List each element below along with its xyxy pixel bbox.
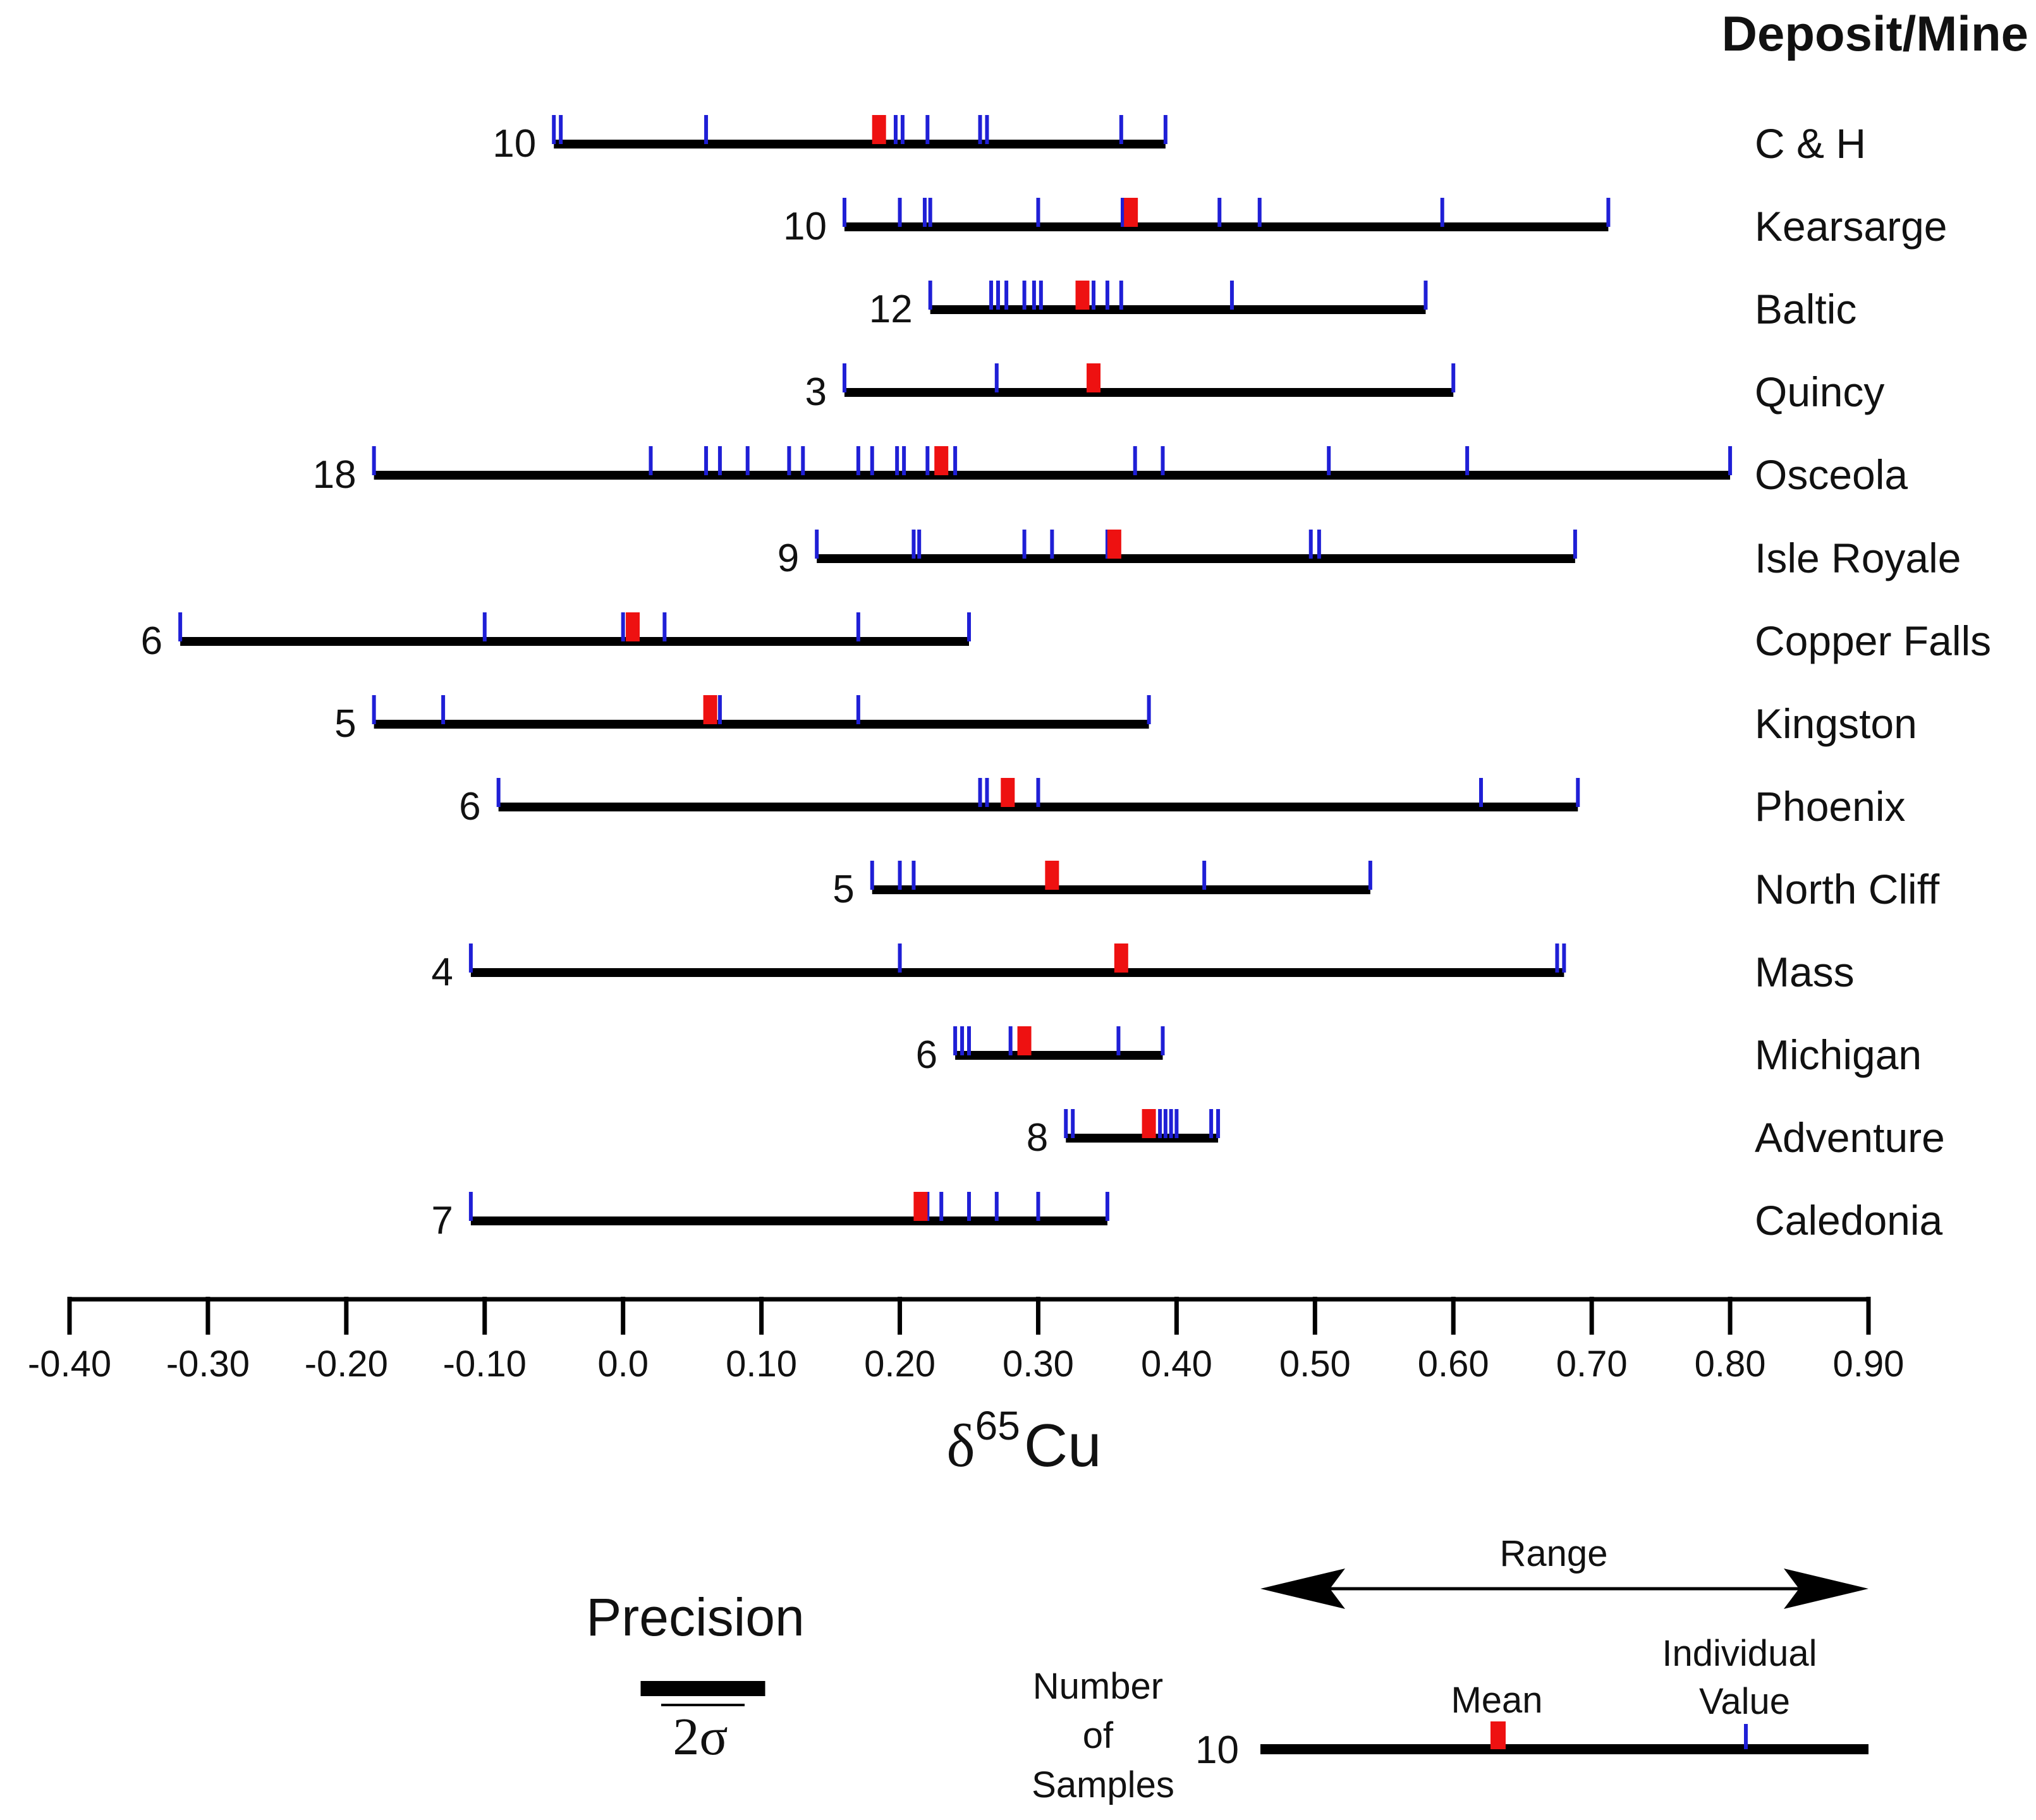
row-kingston: 5 Kingston: [334, 695, 1917, 747]
x-tick-label: 0.30: [1003, 1344, 1074, 1385]
row-adventure: 8 Adventure: [1027, 1109, 1945, 1161]
deposit-label: Caledonia: [1755, 1197, 1943, 1244]
mean-marker: [934, 446, 949, 475]
deposit-label: Isle Royale: [1755, 535, 1961, 581]
legend-individual-label: Individual Value: [1662, 1633, 1827, 1722]
x-tick-label: 0.70: [1556, 1344, 1628, 1385]
sample-count: 6: [459, 785, 480, 828]
range-label: Range: [1500, 1533, 1608, 1574]
row-c-h: 10 C & H: [492, 115, 1866, 167]
x-tick-label: 0.20: [864, 1344, 936, 1385]
mean-marker: [1017, 1026, 1032, 1055]
x-axis-label: δ65Cu: [946, 1403, 1101, 1479]
individual-label-line-2: Value: [1699, 1681, 1790, 1722]
x-tick-label: 0.0: [597, 1344, 649, 1385]
mean-marker: [1114, 943, 1128, 973]
number-label-line-1: Number: [1033, 1666, 1163, 1707]
x-tick-label: 0.50: [1279, 1344, 1351, 1385]
mean-marker: [626, 612, 640, 641]
mean-marker: [1075, 281, 1090, 310]
sample-count: 5: [832, 868, 854, 911]
row-michigan: 6 Michigan: [916, 1026, 1922, 1078]
legend-sample-count: 10: [1195, 1728, 1239, 1772]
sample-count: 10: [492, 122, 536, 166]
mean-marker: [913, 1192, 928, 1221]
deposit-label: North Cliff: [1755, 866, 1940, 913]
row-mass: 4 Mass: [431, 943, 1855, 995]
deposit-label: Mass: [1755, 949, 1855, 995]
legend-mean-label: Mean: [1451, 1680, 1542, 1721]
deposit-label: Kingston: [1755, 700, 1917, 747]
range-arrow-right-head: [1784, 1568, 1868, 1609]
mean-marker: [703, 695, 717, 724]
mean-marker: [1045, 861, 1059, 890]
deposit-label: C & H: [1755, 120, 1866, 167]
row-copper-falls: 6 Copper Falls: [141, 612, 1991, 664]
sample-count: 4: [431, 950, 453, 994]
row-osceola: 18 Osceola: [313, 446, 1908, 498]
deposit-label: Phoenix: [1755, 783, 1906, 830]
x-tick-label: -0.40: [28, 1344, 111, 1385]
sample-count: 3: [805, 370, 826, 414]
row-caledonia: 7 Caledonia: [431, 1192, 1943, 1244]
sample-count: 9: [777, 537, 799, 580]
x-tick-label: -0.20: [305, 1344, 388, 1385]
sample-count: 8: [1027, 1116, 1048, 1160]
deposit-label: Copper Falls: [1755, 617, 1991, 664]
mean-marker: [1142, 1109, 1156, 1138]
x-label-element: Cu: [1024, 1412, 1102, 1479]
deposit-label: Baltic: [1755, 286, 1856, 332]
x-label-symbol: δ: [946, 1412, 975, 1479]
legend: Precision 2σ Range Number of Samples 10 …: [586, 1533, 1868, 1805]
x-axis: -0.40 -0.30 -0.20 -0.10 0.0 0.10 0.20 0.30 0.40 0…: [28, 1297, 1905, 1385]
precision-sigma: 2σ: [673, 1708, 728, 1766]
mean-marker: [1001, 778, 1015, 807]
legend-mean-marker: [1490, 1721, 1506, 1749]
x-tick-label: 0.10: [726, 1344, 797, 1385]
sample-count: 5: [334, 702, 356, 746]
row-quincy: 3 Quincy: [805, 363, 1884, 415]
number-label-line-3: Samples: [1032, 1764, 1174, 1805]
row-baltic: 12 Baltic: [869, 281, 1856, 332]
x-tick-label: 0.90: [1833, 1344, 1905, 1385]
x-tick-label: 0.80: [1695, 1344, 1766, 1385]
number-label-line-2: of: [1083, 1715, 1114, 1756]
sample-count: 10: [783, 205, 827, 248]
x-tick-label: -0.30: [166, 1344, 250, 1385]
mean-marker: [872, 115, 886, 144]
mean-marker: [1107, 530, 1121, 559]
sample-count: 7: [431, 1199, 453, 1242]
range-arrow-left-head: [1260, 1568, 1345, 1609]
sample-count: 12: [869, 288, 913, 331]
row-kearsarge: 10 Kearsarge: [783, 198, 1948, 250]
sample-count: 6: [916, 1033, 937, 1077]
header-title: Deposit/Mine: [1722, 6, 2028, 61]
deposit-rows: 10 C & H 10 Kearsarge 12 Baltic 3 Quincy 18 Osceo…: [141, 115, 1991, 1244]
deposit-label: Michigan: [1755, 1031, 1922, 1078]
x-tick-label: -0.10: [443, 1344, 527, 1385]
number-of-samples-label: Number of Samples: [1032, 1666, 1174, 1805]
precision-label: Precision: [586, 1587, 804, 1647]
sample-count: 18: [313, 453, 357, 497]
deposit-label: Adventure: [1755, 1114, 1945, 1161]
x-label-superscript: 65: [975, 1403, 1020, 1448]
row-isle-royale: 9 Isle Royale: [777, 530, 1961, 581]
mean-marker: [1087, 363, 1101, 392]
x-tick-label: 0.60: [1418, 1344, 1489, 1385]
deposit-label: Osceola: [1755, 451, 1908, 498]
x-tick-label: 0.40: [1141, 1344, 1212, 1385]
deposit-label: Quincy: [1755, 368, 1884, 415]
row-north-cliff: 5 North Cliff: [832, 861, 1940, 913]
sample-count: 6: [141, 619, 162, 663]
deposit-label: Kearsarge: [1755, 203, 1948, 250]
individual-label-line-1: Individual: [1662, 1633, 1817, 1674]
row-phoenix: 6 Phoenix: [459, 778, 1906, 830]
mean-marker: [1124, 198, 1138, 227]
